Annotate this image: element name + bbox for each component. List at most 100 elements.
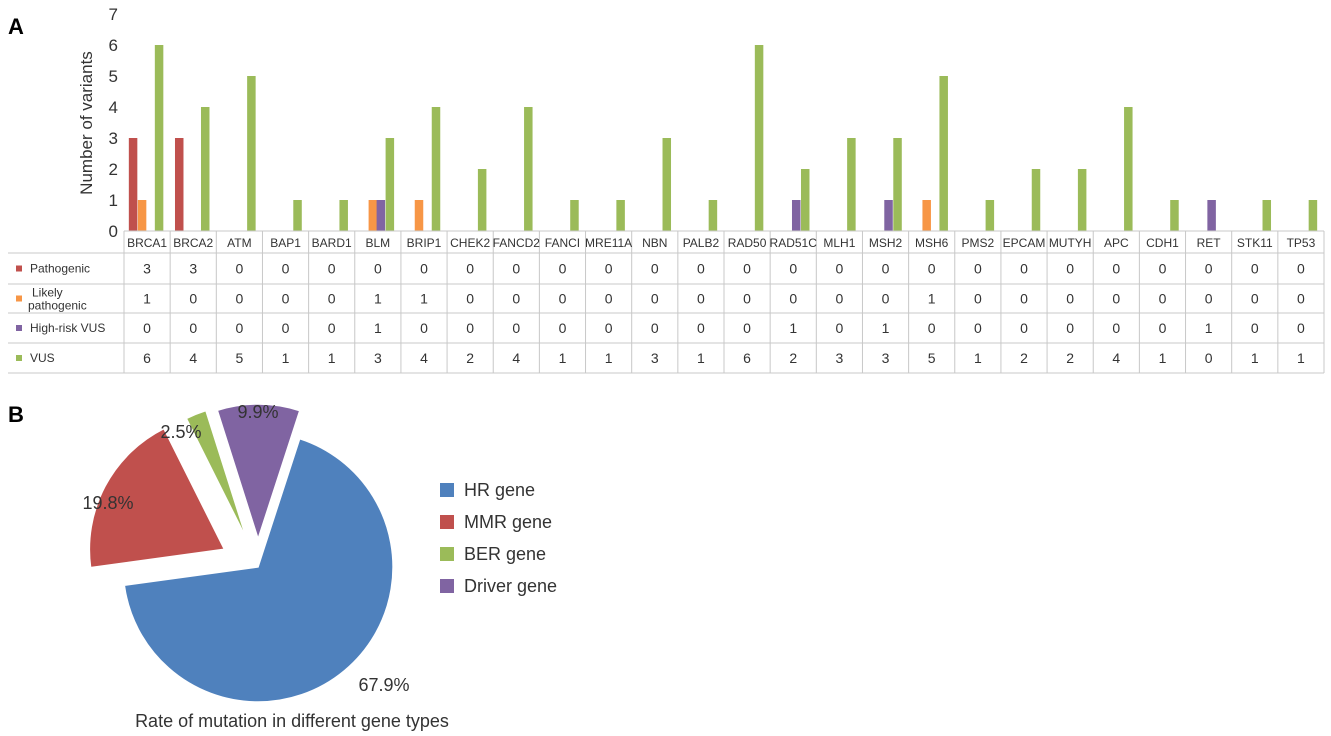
table-cell-value: 0 <box>743 291 751 307</box>
legend-swatch <box>440 579 454 593</box>
bar <box>200 107 210 231</box>
gene-tick-label: MLH1 <box>823 236 855 250</box>
table-cell-value: 2 <box>1020 350 1028 366</box>
legend-label: Driver gene <box>464 576 557 596</box>
table-cell-value: 1 <box>374 291 382 307</box>
table-cell-value: 0 <box>605 291 613 307</box>
y-axis-label: Number of variants <box>77 51 96 195</box>
bar <box>1124 107 1133 231</box>
table-cell-value: 0 <box>697 291 705 307</box>
table-cell-value: 1 <box>789 320 797 336</box>
bar <box>368 200 378 231</box>
bar <box>385 138 395 231</box>
table-cell-value: 3 <box>143 261 151 277</box>
pie-slice <box>123 437 394 703</box>
table-cell-value: 0 <box>605 320 613 336</box>
gene-tick-label: RAD51C <box>770 236 818 250</box>
table-cell-value: 0 <box>1159 320 1167 336</box>
table-cell-value: 1 <box>882 320 890 336</box>
table-cell-value: 0 <box>789 261 797 277</box>
bar <box>1308 200 1318 231</box>
table-cell-value: 1 <box>605 350 613 366</box>
bar <box>922 200 931 231</box>
table-cell-value: 0 <box>1066 320 1074 336</box>
table-cell-value: 3 <box>374 350 382 366</box>
pie-legend: HR gene MMR gene BER gene Driver gene <box>440 480 557 596</box>
table-cell-value: 3 <box>835 350 843 366</box>
table-cell-value: 3 <box>882 350 890 366</box>
table-cell-value: 0 <box>328 261 336 277</box>
bar <box>431 107 441 231</box>
table-cell-value: 0 <box>1251 320 1259 336</box>
gene-tick-label: APC <box>1104 236 1129 250</box>
table-cell-value: 0 <box>1020 320 1028 336</box>
bar <box>154 45 164 231</box>
pie-chart: 67.9% 19.8% 2.5% 9.9% HR gene MMR gene BER ge… <box>82 402 557 731</box>
panel-b-label: B <box>8 402 24 427</box>
table-cell-value: 4 <box>189 350 197 366</box>
table-cell-value: 1 <box>143 291 151 307</box>
bar <box>1207 200 1216 231</box>
gene-tick-label: NBN <box>642 236 667 250</box>
table-cell-value: 0 <box>328 320 336 336</box>
pie-title: Rate of mutation in different gene types <box>135 711 449 731</box>
table-cell-value: 0 <box>1020 261 1028 277</box>
bar <box>1031 169 1041 231</box>
table-cell-value: 1 <box>420 291 428 307</box>
series-label: Likely pathogenic <box>28 286 87 313</box>
gene-tick-label: PALB2 <box>683 236 720 250</box>
gene-tick-label: RAD50 <box>728 236 767 250</box>
table-cell-value: 0 <box>651 291 659 307</box>
table-cell-value: 5 <box>928 350 936 366</box>
table-cell-value: 2 <box>466 350 474 366</box>
bar <box>339 200 348 231</box>
bar <box>754 45 764 231</box>
pie-value-label: 19.8% <box>82 493 133 513</box>
table-cell-value: 0 <box>512 261 520 277</box>
legend-label: HR gene <box>464 480 535 500</box>
table-cell-value: 1 <box>1251 350 1259 366</box>
gene-tick-label: MUTYH <box>1049 236 1092 250</box>
pie-value-label: 67.9% <box>358 675 409 695</box>
y-tick-label: 4 <box>109 98 118 117</box>
table-cell-value: 1 <box>559 350 567 366</box>
table-cell-value: 1 <box>928 291 936 307</box>
pie-slice <box>216 403 301 542</box>
bar <box>884 200 893 231</box>
table-cell-value: 0 <box>512 320 520 336</box>
table-cell-value: 0 <box>512 291 520 307</box>
series-label: Pathogenic <box>30 262 90 276</box>
bar <box>791 200 801 231</box>
table-cell-value: 0 <box>789 291 797 307</box>
table-cell-value: 1 <box>328 350 336 366</box>
bar <box>570 200 579 231</box>
legend-swatch <box>16 295 22 302</box>
table-cell-value: 0 <box>189 320 197 336</box>
bar <box>414 200 424 231</box>
table-cell-value: 1 <box>1297 350 1305 366</box>
table-cell-value: 0 <box>928 261 936 277</box>
bar <box>477 169 487 231</box>
table-cell-value: 0 <box>235 320 243 336</box>
gene-tick-label: MSH6 <box>915 236 949 250</box>
bar <box>174 138 184 231</box>
pie-slice <box>185 409 248 540</box>
table-cell-value: 0 <box>835 320 843 336</box>
table-cell-value: 0 <box>1205 291 1213 307</box>
y-tick-label: 7 <box>109 5 118 24</box>
y-tick-label: 1 <box>109 191 118 210</box>
table-cell-value: 5 <box>235 350 243 366</box>
bar <box>800 169 810 231</box>
series-label: VUS <box>30 351 55 365</box>
table-cell-value: 1 <box>1205 320 1213 336</box>
table-cell-value: 0 <box>235 291 243 307</box>
table-cell-value: 0 <box>743 320 751 336</box>
table-cell-value: 1 <box>374 320 382 336</box>
table-cell-value: 0 <box>697 261 705 277</box>
bar <box>1077 169 1087 231</box>
table-cell-value: 0 <box>328 291 336 307</box>
table-cell-value: 0 <box>835 261 843 277</box>
panel-a-label: A <box>8 14 24 39</box>
table-cell-value: 0 <box>559 261 567 277</box>
